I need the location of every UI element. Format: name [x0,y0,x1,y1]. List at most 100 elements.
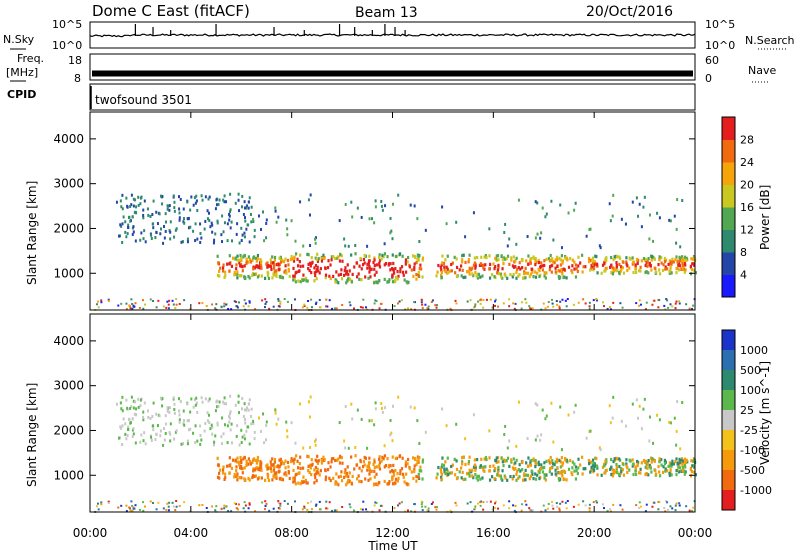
velocity-cell [322,455,325,459]
velocity-cell [131,417,134,421]
power-cell [664,267,667,271]
power-cell [671,257,674,261]
velocity-cell [692,506,695,509]
power-cell [359,256,362,261]
velocity-cell [175,500,178,503]
velocity-cell [258,466,261,470]
velocity-cell [353,509,356,512]
xtick-label: 00:00 [73,526,108,540]
power-cell [298,259,301,264]
power-cell [139,202,142,206]
velocity-cell [450,464,453,469]
velocity-cell [523,472,526,476]
velocity-cell [591,464,594,468]
velocity-cell [339,454,342,458]
velocity-cell [549,455,552,460]
velocity-cell [248,478,251,482]
velocity-cell [474,468,477,472]
power-cell [137,195,140,199]
power-cell [571,258,574,262]
power-cell [603,262,606,266]
power-cell [233,300,236,303]
power-cell [419,263,422,267]
power-cell [195,194,198,198]
power-cell [565,305,568,308]
freq-left-tick-top: 18 [68,54,82,67]
power-cell [394,254,397,259]
power-cell [286,227,289,231]
power-cell [557,268,560,273]
velocity-cell [236,424,239,428]
velocity-cell [252,469,255,473]
power-cell [247,274,250,279]
power-cell [526,235,529,239]
power-cell [319,306,322,309]
power-cell [96,303,99,306]
velocity-cell [290,421,293,425]
power-cell [552,305,555,308]
velocity-cell [238,463,241,467]
power-cell [247,200,250,204]
velocity-cell [139,440,142,444]
power-cell [441,261,444,265]
velocity-cell [490,475,494,479]
power-cell [277,262,280,267]
velocity-cell [424,430,427,434]
velocity-cell [665,500,668,503]
power-cell [142,299,145,302]
velocity-cell [421,505,424,508]
velocity-cell [137,397,140,401]
power-cell [508,298,511,301]
power-cell [534,200,537,204]
colorbar-tick: -1000 [740,484,772,497]
power-cell [536,201,539,205]
power-cell [515,276,518,280]
velocity-cell [693,465,696,469]
power-cell [455,302,458,305]
velocity-cell [664,469,667,473]
velocity-cell [243,466,246,470]
power-cell [502,256,506,260]
power-cell [338,219,341,223]
power-cell [124,220,127,224]
velocity-cell [233,475,236,479]
velocity-cell [392,469,395,474]
colorbar-cell [722,430,735,451]
power-cell [682,267,686,271]
power-cell [362,257,366,262]
velocity-cell [162,507,165,510]
cpid-label: CPID [7,88,36,101]
velocity-cell [234,403,237,407]
velocity-cell [482,501,485,504]
power-cell [534,256,537,261]
power-cell [353,307,356,310]
velocity-cell [154,438,157,442]
power-cell [602,301,605,304]
velocity-cell [256,459,259,463]
power-cell [567,265,571,269]
velocity-cell [444,471,447,475]
velocity-cell [644,465,647,470]
velocity-cell [658,501,661,504]
velocity-cell [361,465,365,469]
power-cell [336,256,339,260]
power-cell [494,304,497,307]
power-cell [538,274,541,279]
velocity-cell [290,457,293,461]
velocity-cell [610,472,613,477]
power-cell [236,254,239,258]
power-cell [228,212,231,216]
velocity-cell [449,509,452,512]
power-cell [471,266,474,270]
velocity-cell [248,502,251,505]
velocity-cell [440,477,443,481]
power-cell [435,304,438,307]
power-cell [640,259,643,263]
velocity-cell [399,469,402,473]
velocity-cell [542,504,545,507]
power-cell [573,267,576,271]
power-cell [258,214,261,218]
velocity-cell [551,459,554,463]
velocity-cell [140,433,143,437]
power-cell [142,213,145,217]
